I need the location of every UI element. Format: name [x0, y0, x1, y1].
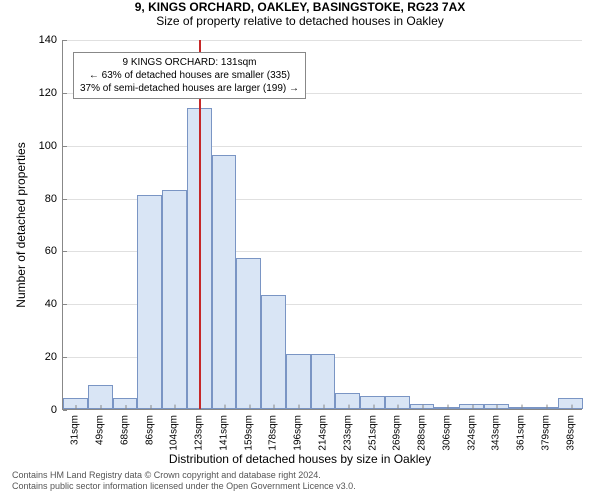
chart-title: 9, KINGS ORCHARD, OAKLEY, BASINGSTOKE, R…: [0, 0, 600, 14]
x-tick-label: 379sqm: [540, 409, 551, 451]
info-line1: 9 KINGS ORCHARD: 131sqm: [80, 56, 299, 69]
histogram-bar: [236, 258, 261, 409]
x-tick-label: 196sqm: [293, 409, 304, 451]
histogram-bar: [311, 354, 336, 410]
x-tick-label: 269sqm: [392, 409, 403, 451]
x-tick-label: 123sqm: [194, 409, 205, 451]
x-axis-label: Distribution of detached houses by size …: [0, 452, 600, 466]
gridline: [63, 146, 582, 147]
histogram-bar: [261, 295, 286, 409]
y-axis-label: Number of detached properties: [14, 142, 28, 307]
y-tick-label: 0: [51, 404, 63, 416]
x-tick-label: 104sqm: [169, 409, 180, 451]
x-tick-label: 31sqm: [70, 409, 81, 445]
x-tick-label: 159sqm: [243, 409, 254, 451]
x-tick-label: 398sqm: [565, 409, 576, 451]
y-tick-label: 100: [39, 140, 63, 152]
chart-plot-area: 02040608010012014031sqm49sqm68sqm86sqm10…: [62, 40, 582, 410]
x-tick-label: 178sqm: [268, 409, 279, 451]
x-tick-label: 49sqm: [95, 409, 106, 445]
x-tick-label: 214sqm: [318, 409, 329, 451]
credits-line2: Contains public sector information licen…: [12, 481, 356, 492]
x-tick-label: 361sqm: [516, 409, 527, 451]
y-tick-label: 60: [45, 245, 63, 257]
credits-line1: Contains HM Land Registry data © Crown c…: [12, 470, 356, 481]
x-tick-label: 306sqm: [441, 409, 452, 451]
y-tick-label: 20: [45, 351, 63, 363]
y-tick-label: 80: [45, 193, 63, 205]
y-tick-label: 120: [39, 87, 63, 99]
chart-subtitle: Size of property relative to detached ho…: [0, 14, 600, 28]
x-tick-label: 288sqm: [417, 409, 428, 451]
y-tick-label: 140: [39, 34, 63, 46]
histogram-bar: [286, 354, 311, 410]
credits: Contains HM Land Registry data © Crown c…: [12, 470, 356, 492]
x-tick-label: 233sqm: [342, 409, 353, 451]
y-tick-label: 40: [45, 298, 63, 310]
histogram-bar: [212, 155, 237, 409]
x-tick-label: 141sqm: [218, 409, 229, 451]
x-tick-label: 343sqm: [491, 409, 502, 451]
histogram-bar: [137, 195, 162, 409]
x-tick-label: 324sqm: [466, 409, 477, 451]
gridline: [63, 40, 582, 41]
x-tick-label: 251sqm: [367, 409, 378, 451]
x-tick-label: 68sqm: [119, 409, 130, 445]
histogram-bar: [162, 190, 187, 409]
info-line3: 37% of semi-detached houses are larger (…: [80, 82, 299, 95]
info-box: 9 KINGS ORCHARD: 131sqm← 63% of detached…: [73, 52, 306, 99]
info-line2: ← 63% of detached houses are smaller (33…: [80, 69, 299, 82]
x-tick-label: 86sqm: [144, 409, 155, 445]
